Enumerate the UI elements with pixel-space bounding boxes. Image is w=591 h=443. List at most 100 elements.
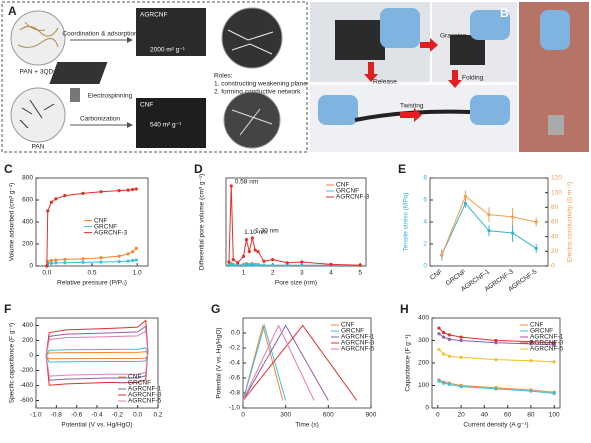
y-tick-label: 4 [423,219,427,226]
action-label: Grasping [440,33,467,40]
y-tick-label: 0 [425,405,429,412]
x-tick-label: 20 [457,412,465,419]
y2-axis-title: Electric conductivity (S m⁻¹) [567,182,574,262]
marker [134,187,138,191]
marker [459,335,463,339]
marker [262,263,266,267]
x-axis-title: Potential (V vs. Hg/HgO) [61,422,132,429]
y2-tick-label: 60 [551,219,559,226]
arrow [364,62,378,82]
action-label: Twisting [400,103,424,110]
marker [459,355,463,359]
marker [529,389,533,393]
x-tick-label: 1.0 [133,270,142,277]
y-tick-label: -0.8 [229,390,241,397]
legend-label: CNF [94,217,107,224]
y-axis-title: Tensile stress (MPa) [403,193,410,252]
marker [229,184,233,188]
x-tick-label: 0 [241,412,245,419]
marker [459,385,463,389]
magnified-view [221,7,283,69]
surface-label: 2000 m² g⁻¹ [150,47,186,54]
marker [81,257,85,261]
y-tick-label: 8 [423,175,427,182]
y-tick-label: -200 [20,367,33,374]
sample-image [136,8,206,56]
dish [10,10,66,66]
y-axis-title: Volume adsorbed (cm³ g⁻¹) [9,183,16,262]
marker [447,333,452,337]
marker [463,194,467,198]
y-tick-label: 200 [22,241,33,248]
y-axis-title: Differential pore volume (cm³ g⁻¹) [199,174,206,271]
legend-label: AGRCNF-5 [341,346,375,353]
x-axis-title: Relative pressure (P/P₀) [57,280,127,287]
sample [335,20,385,60]
series-line [242,324,315,401]
step-label: Electrospinning [88,93,133,100]
panel-a: A PAN + 3QDs Coordination & adsorption A… [1,1,308,153]
marker [236,263,240,267]
syringe [70,88,80,102]
marker [437,347,441,352]
y-tick-label: 200 [22,337,33,344]
marker [227,260,231,264]
x-tick-label: 0 [436,412,440,419]
marker [442,331,446,335]
x-axis-title: Pore size (nm) [275,280,317,287]
legend-label: CNF [530,322,543,329]
marker [81,260,85,264]
series-line [45,330,149,377]
marker [49,261,53,265]
marker [241,263,246,267]
legend-label: AGRCNF-1 [128,386,162,393]
marker [437,379,441,383]
series-line [242,323,287,401]
arrow [400,108,422,122]
marker [63,261,67,265]
marker [442,335,446,339]
marker [253,248,257,252]
marker [117,260,121,264]
glove [470,10,510,40]
marker [236,261,240,265]
marker [487,213,491,217]
roles-title: Roles: [214,73,233,80]
x-tick-label: -0.8 [51,412,63,419]
x-tick-label: 80 [527,412,535,419]
step-label: Coordination & adsorption [62,31,138,38]
glove [470,95,510,125]
y-axis-title: Capacitance (F g⁻¹) [405,334,412,391]
marker [447,382,452,386]
y-tick-label: 0.0 [231,330,240,337]
marker [285,263,289,267]
y-axis-title: Specific capacitance (F g⁻¹) [9,323,16,403]
annotation: 1.10 nm [244,229,267,236]
marker [54,258,58,262]
legend-label: AGRCNF-3 [341,340,375,347]
marker [54,261,58,265]
y-tick-label: 6 [423,197,427,204]
y-tick-label: 0 [423,263,427,270]
y2-tick-label: 20 [551,248,559,255]
legend-label: AGRCNF-1 [341,334,375,341]
role: 1. constructing weakening plane [214,81,307,88]
marker [437,332,441,336]
y-tick-label: -0.4 [229,360,241,367]
x-tick-label: -0.6 [71,412,83,419]
marker [285,261,289,265]
annotation: 1.30 nm [255,228,279,235]
marker [253,263,257,267]
marker [131,187,135,192]
legend-label: AGRCNF-5 [530,346,564,353]
series-line [46,188,137,267]
panel-label: G [211,302,220,316]
y-tick-label: 0 [29,352,33,359]
x-tick-label: 600 [323,412,334,419]
marker [117,189,121,193]
marker [510,231,515,235]
marker [54,197,58,201]
panel-label: D [194,162,203,176]
y2-tick-label: 120 [551,175,562,182]
